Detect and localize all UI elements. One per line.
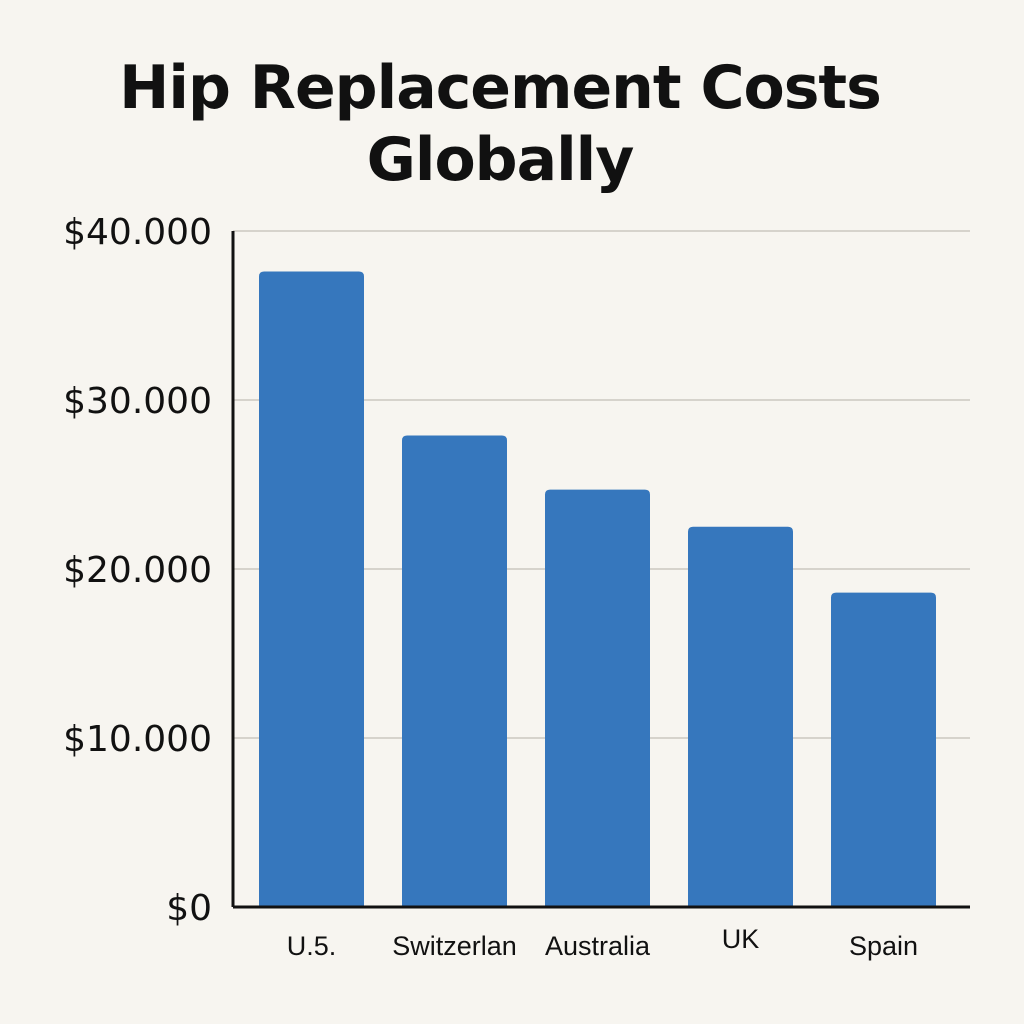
bar-australia xyxy=(545,489,650,907)
x-tick-label: Switzerlan xyxy=(392,931,517,961)
bar-switzerlan xyxy=(402,435,507,907)
y-tick-label: $40.000 xyxy=(63,212,212,253)
bar-u-5- xyxy=(259,271,364,907)
x-tick-label: U.5. xyxy=(287,931,337,961)
x-tick-label: Spain xyxy=(849,931,918,961)
y-tick-label: $20.000 xyxy=(63,550,212,591)
bar-uk xyxy=(688,526,793,907)
y-tick-label: $10.000 xyxy=(63,719,212,760)
chart-title: Hip Replacement Costs Globally xyxy=(119,53,882,195)
x-tick-label: Australia xyxy=(545,931,651,961)
y-tick-label: $30.000 xyxy=(63,381,212,422)
y-tick-label: $0 xyxy=(166,888,212,929)
x-tick-label: UK xyxy=(722,924,760,954)
bar-spain xyxy=(831,592,936,907)
